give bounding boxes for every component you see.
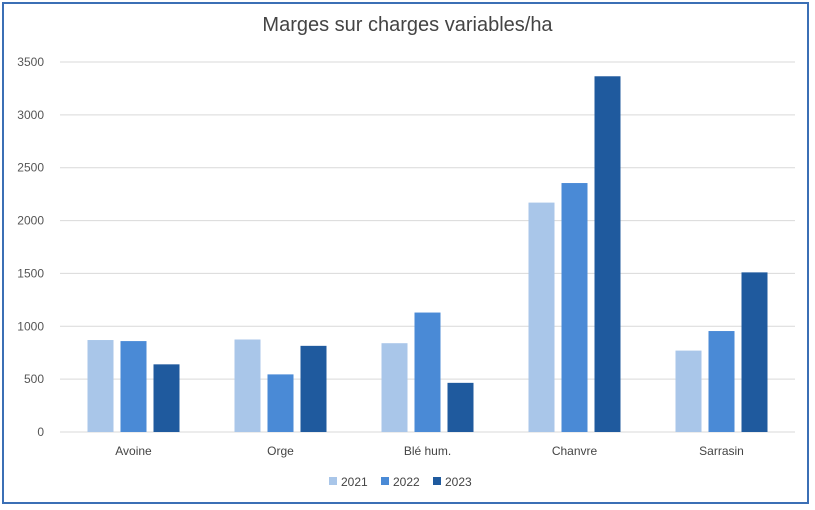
y-tick-label: 1000	[17, 319, 44, 333]
bar-2021-Sarrasin	[675, 350, 702, 432]
bar-2023-Sarrasin	[741, 272, 768, 432]
bar-2022-Blé hum.	[414, 312, 441, 432]
bar-2022-Avoine	[120, 341, 147, 432]
legend-label-2022: 2022	[393, 475, 420, 489]
y-tick-label: 2500	[17, 161, 44, 175]
category-label: Avoine	[115, 444, 152, 458]
y-tick-label: 3500	[17, 55, 44, 69]
bar-2021-Orge	[234, 339, 261, 432]
category-label: Blé hum.	[404, 444, 451, 458]
y-tick-label: 3000	[17, 108, 44, 122]
x-axis-categories: Avoine Orge Blé hum. Chanvre Sarrasin	[115, 444, 744, 458]
bar-2021-Avoine	[87, 340, 114, 432]
category-label: Sarrasin	[699, 444, 744, 458]
legend: 2021 2022 2023	[329, 475, 472, 489]
legend-swatch-2021	[329, 477, 337, 485]
legend-swatch-2023	[433, 477, 441, 485]
category-label: Chanvre	[552, 444, 598, 458]
y-tick-label: 500	[24, 372, 44, 386]
y-tick-label: 0	[37, 425, 44, 439]
bar-2023-Orge	[300, 345, 327, 432]
y-tick-label: 1500	[17, 266, 44, 280]
y-tick-label: 2000	[17, 214, 44, 228]
bar-2023-Avoine	[153, 364, 180, 432]
chart-title: Marges sur charges variables/ha	[262, 14, 553, 36]
bar-2022-Chanvre	[561, 183, 588, 432]
bar-2022-Sarrasin	[708, 331, 735, 432]
bar-2021-Blé hum.	[381, 343, 408, 432]
y-axis-ticks: 0 500 1000 1500 2000 2500 3000 3500	[17, 55, 44, 439]
bar-2022-Orge	[267, 374, 294, 432]
category-label: Orge	[267, 444, 294, 458]
bars	[87, 76, 768, 433]
legend-label-2023: 2023	[445, 475, 472, 489]
bar-2023-Blé hum.	[447, 382, 474, 432]
bar-2021-Chanvre	[528, 202, 555, 432]
legend-label-2021: 2021	[341, 475, 368, 489]
legend-swatch-2022	[381, 477, 389, 485]
bar-2023-Chanvre	[594, 76, 621, 433]
